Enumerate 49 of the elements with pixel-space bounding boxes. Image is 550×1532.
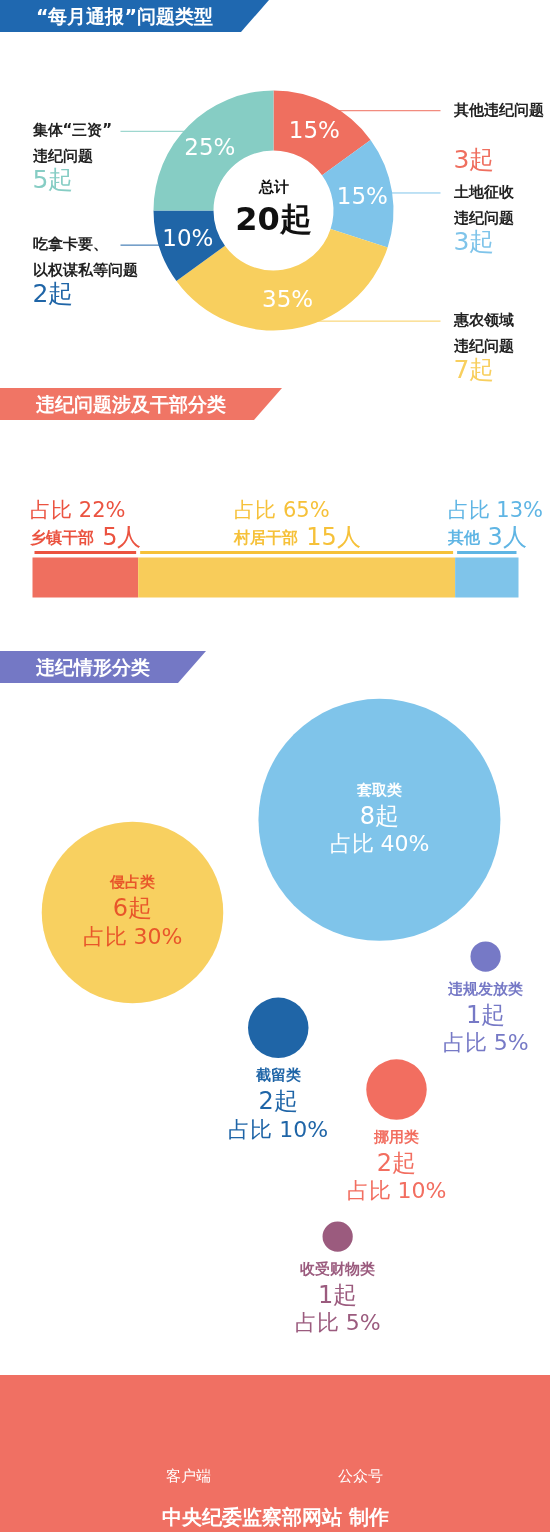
category-label: 挪用类 [373, 1127, 419, 1146]
data-label: 2起 [32, 279, 74, 309]
category-label: 侵占类 [109, 873, 155, 892]
series-label: 其他 [446, 528, 481, 547]
chart-title: “每月通报”问题类型 [0, 0, 269, 32]
text: 中央纪委监察部网站 制作 [162, 1504, 389, 1529]
slice-label: 惠农领域违纪问题 [452, 311, 514, 356]
data-label: 6起 [112, 894, 153, 923]
data-label: 15人 [306, 522, 361, 551]
slice-label: 其他违纪问题 [452, 100, 544, 119]
data-label: 2起 [376, 1148, 417, 1177]
text: 占比 5% [442, 1030, 529, 1056]
text: 总计 [257, 177, 289, 196]
category-label: 截留类 [254, 1066, 301, 1085]
series-label: 乡镇干部 [30, 528, 95, 547]
chart-title: 违纪问题涉及干部分类 [0, 388, 282, 420]
text: 占比 5% [294, 1310, 381, 1336]
text: 15% [336, 183, 388, 210]
text: 占比 40% [329, 831, 430, 857]
slice-label: 集体“三资”违纪问题 [31, 121, 113, 166]
data-label: 1起 [318, 1280, 358, 1309]
data-label: 8起 [359, 801, 400, 830]
data-label: 5人 [102, 522, 142, 551]
category-label: 违规发放类 [447, 979, 524, 998]
text: 占比 65% [234, 497, 330, 522]
text: 35% [262, 286, 314, 313]
data-label: 2起 [258, 1087, 298, 1116]
text: 25% [184, 133, 236, 160]
series-label: 村居干部 [233, 528, 299, 547]
category-label: 收受财物类 [300, 1259, 376, 1278]
text: 占比 30% [82, 923, 183, 949]
slice-label: 吃拿卡要、以权谋私等问题 [32, 235, 138, 280]
text: 占比 13% [447, 497, 543, 522]
data-label: 3起 [453, 226, 495, 256]
text: 客户端 [166, 1466, 212, 1485]
data-label: 1起 [465, 1000, 506, 1029]
data-label: 3人 [487, 522, 527, 551]
text: 占比 10% [346, 1178, 447, 1204]
text: 占比 22% [30, 497, 126, 522]
category-label: 套取类 [355, 780, 402, 799]
text: 公众号 [338, 1466, 384, 1485]
slice-label: 土地征收违纪问题 [452, 182, 515, 228]
data-label: 7起 [453, 355, 495, 385]
data-label: 5起 [32, 165, 74, 195]
text: 违纪情形分类 [0, 651, 206, 683]
data-label: 3起 [453, 144, 495, 174]
text: 10% [162, 225, 214, 252]
text: 占比 10% [228, 1116, 329, 1142]
text: 20起 [235, 199, 312, 238]
